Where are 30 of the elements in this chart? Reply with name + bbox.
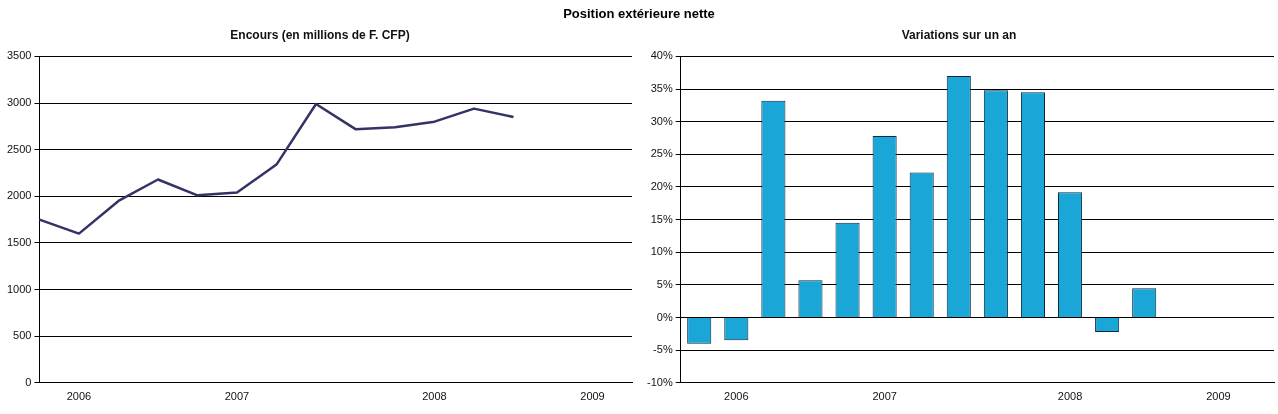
x-tick-label: 2006 bbox=[66, 390, 92, 403]
x-tick-label: 2009 bbox=[580, 390, 605, 403]
chart-subtitle: Variations sur un an bbox=[901, 27, 1017, 42]
y-tick-label: -10% bbox=[646, 375, 673, 388]
chart-subtitle: Encours (en millions de F. CFP) bbox=[230, 27, 410, 42]
x-tick-label: 2006 bbox=[724, 390, 749, 403]
y-tick-label: 15% bbox=[650, 212, 673, 225]
x-tick-label: 2009 bbox=[1206, 390, 1231, 403]
x-tick-label: 2007 bbox=[872, 390, 897, 403]
y-tick-label: 1000 bbox=[6, 282, 32, 295]
y-tick-label: 1500 bbox=[6, 235, 32, 248]
y-tick-label: 0% bbox=[656, 310, 673, 323]
x-tick-label: 2008 bbox=[1057, 390, 1083, 403]
y-tick-label: 10% bbox=[650, 245, 673, 258]
y-tick-label: 500 bbox=[13, 329, 32, 342]
y-tick-label: 2500 bbox=[6, 142, 32, 155]
y-tick-label: 3500 bbox=[6, 49, 32, 62]
y-tick-label: 40% bbox=[650, 49, 673, 62]
x-tick-label: 2008 bbox=[422, 390, 447, 403]
y-tick-label: 3000 bbox=[6, 96, 32, 109]
y-tick-label: 30% bbox=[650, 114, 673, 127]
y-tick-label: 25% bbox=[650, 147, 673, 160]
y-tick-label: 5% bbox=[656, 277, 673, 290]
y-tick-label: 20% bbox=[650, 179, 673, 192]
y-tick-label: 2000 bbox=[6, 189, 32, 202]
y-tick-label: 35% bbox=[650, 82, 673, 95]
x-tick-label: 2007 bbox=[224, 390, 250, 403]
chart-title: Position extérieure nette bbox=[562, 6, 716, 21]
y-tick-label: -5% bbox=[653, 343, 673, 356]
y-tick-label: 0 bbox=[25, 375, 32, 388]
